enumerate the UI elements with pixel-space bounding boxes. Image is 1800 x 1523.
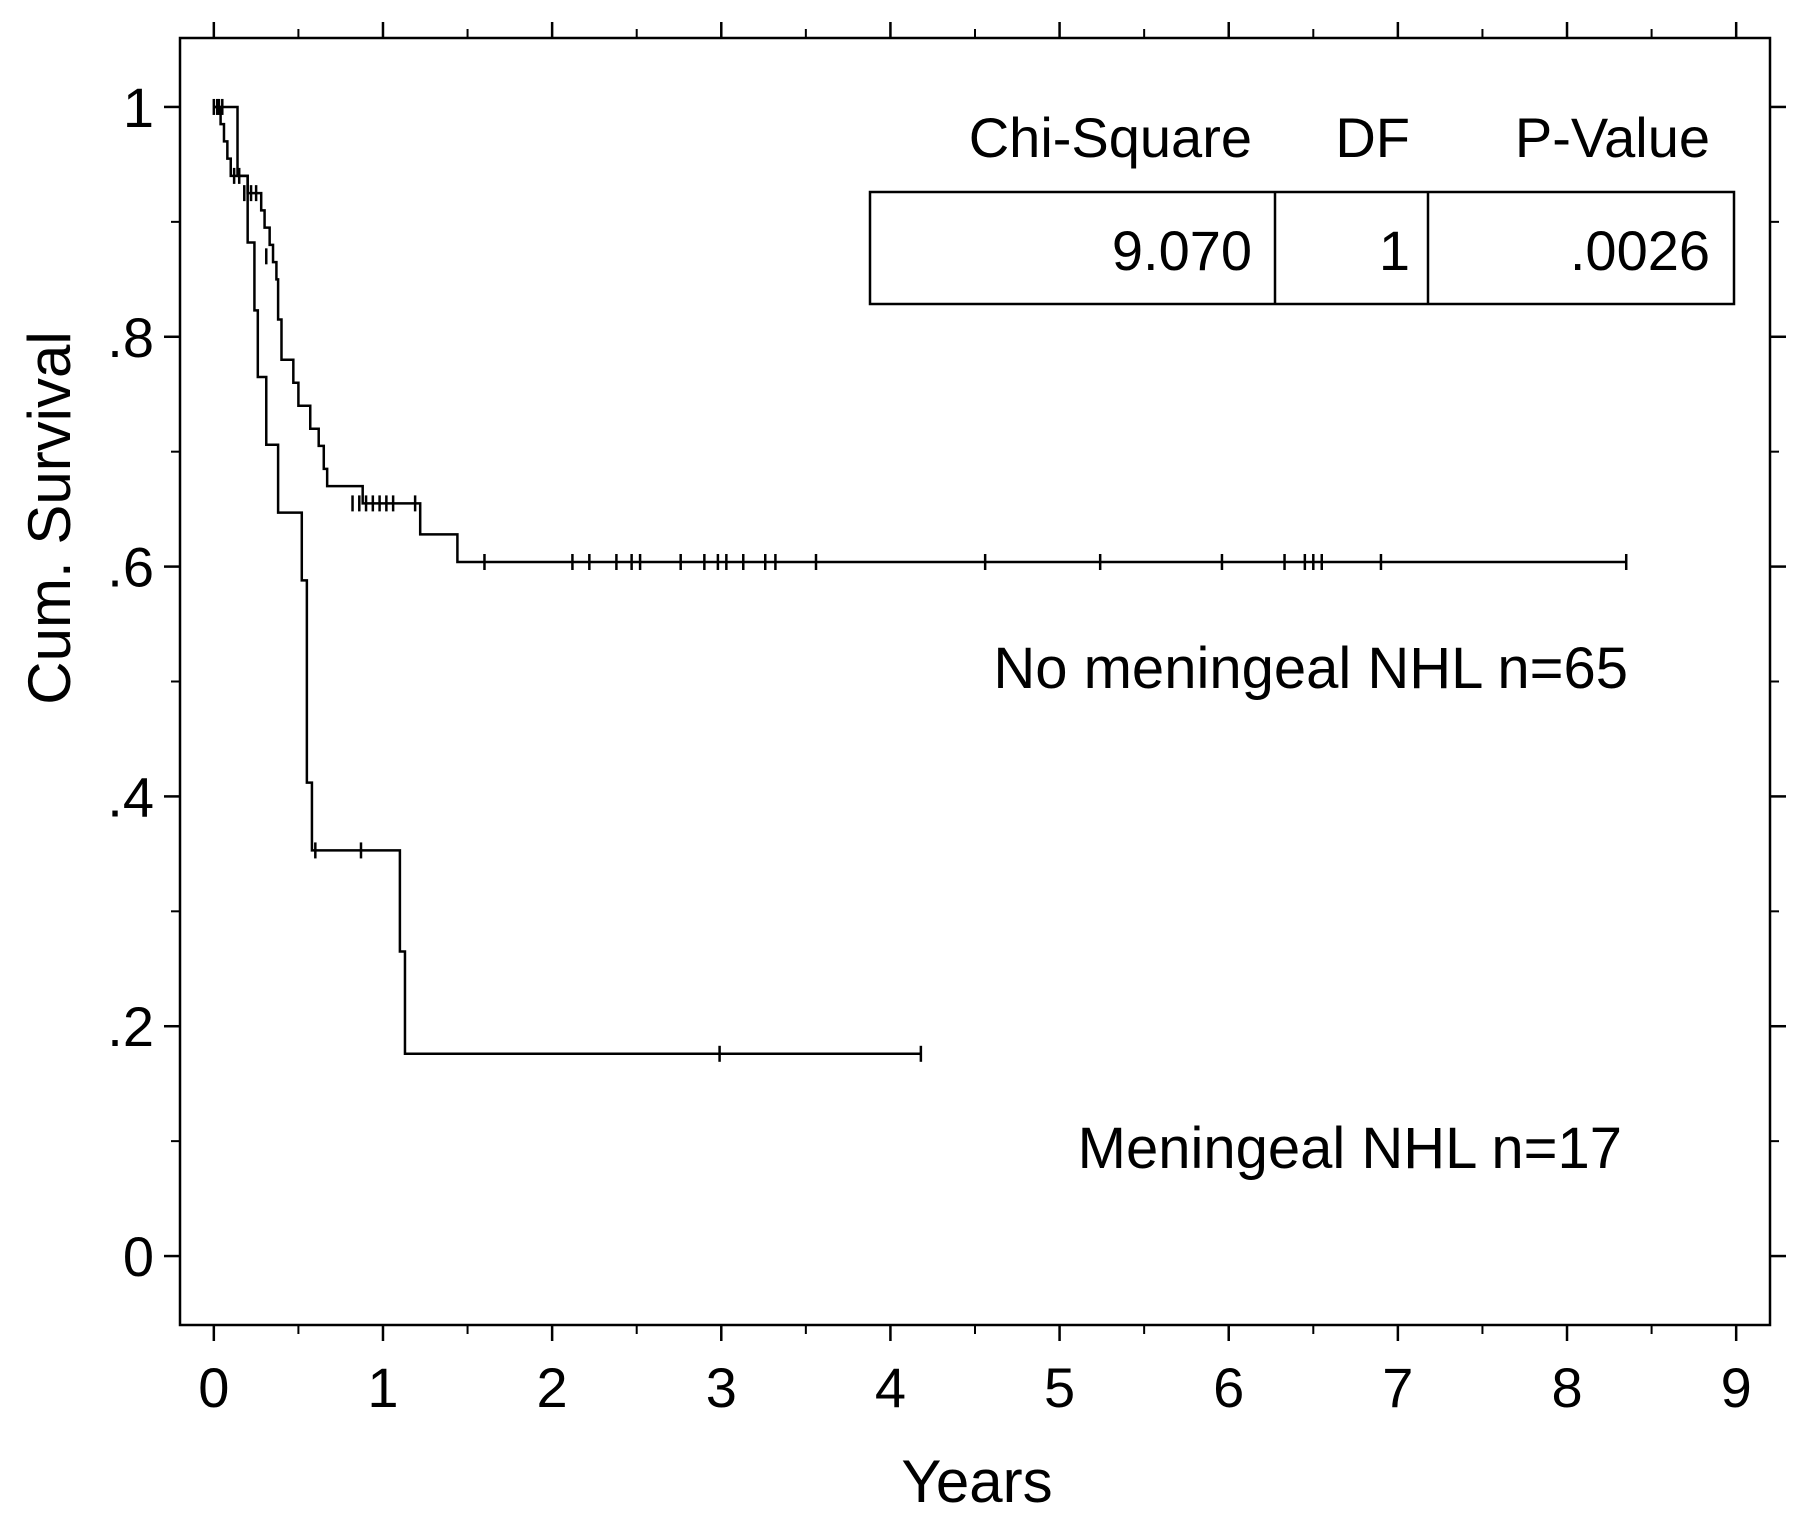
x-tick-label: 1 [367,1356,398,1419]
x-tick-label: 2 [537,1356,568,1419]
stats-header-chi-square: Chi-Square [969,106,1252,169]
y-tick-label: 0 [123,1225,154,1288]
series-label-no-meningeal: No meningeal NHL n=65 [993,636,1628,701]
x-tick-label: 8 [1551,1356,1582,1419]
x-axis-title: Years [901,1448,1052,1515]
survival-curve-0 [213,105,1627,564]
x-tick-label: 4 [875,1356,906,1419]
x-tick-label: 7 [1382,1356,1413,1419]
survival-curve-1 [213,105,921,1056]
stats-header-p-value: P-Value [1515,106,1710,169]
x-tick-label: 3 [706,1356,737,1419]
stats-table-box [868,190,1736,306]
y-axis-title: Cum. Survival [16,331,83,704]
y-tick-label: .2 [107,995,154,1058]
y-tick-label: .6 [107,536,154,599]
stats-value-df: 1 [1379,219,1410,282]
x-tick-label: 6 [1213,1356,1244,1419]
y-tick-label: .4 [107,765,154,828]
x-tick-label: 9 [1721,1356,1752,1419]
stats-table: Chi-Square DF P-Value 9.070 1 .0026 [868,106,1736,306]
y-tick-label: 1 [123,76,154,139]
tick-labels: 0 1 2 3 4 5 6 7 8 9 0 .2 .4 .6 .8 1 [107,76,1751,1419]
x-tick-label: 5 [1044,1356,1075,1419]
stats-header-df: DF [1335,106,1410,169]
y-tick-label: .8 [107,306,154,369]
stats-value-chi-square: 9.070 [1112,219,1252,282]
x-tick-label: 0 [198,1356,229,1419]
stats-value-p-value: .0026 [1570,219,1710,282]
axis-ticks [164,22,1786,1341]
series-layer [212,98,1628,1062]
series-label-meningeal: Meningeal NHL n=17 [1078,1116,1622,1181]
